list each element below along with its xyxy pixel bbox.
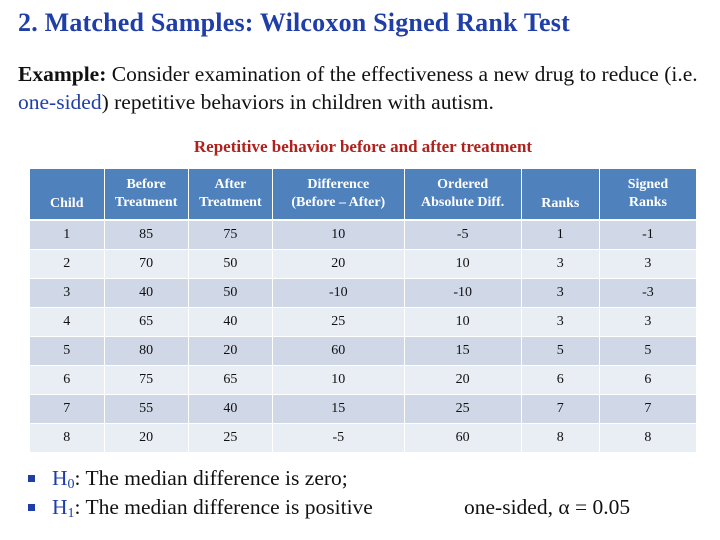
example-lead: Example: [18,62,107,86]
table-cell: 3 [521,307,600,337]
bullet-square-icon [28,504,35,511]
table-cell: 25 [404,394,522,424]
table-row: 6 75 65 10 20 6 6 [30,365,696,395]
table-cell: 65 [104,307,189,337]
table-cell: 70 [104,249,189,279]
hypothesis-symbol: H0 [52,466,75,492]
table-cell: 50 [188,278,274,308]
table-cell: -3 [599,278,696,308]
table-cell: 25 [188,423,274,453]
table-row: 5 80 20 60 15 5 5 [30,336,696,366]
table-row: 4 65 40 25 10 3 3 [30,307,696,337]
table-cell: 3 [521,249,600,279]
example-highlight: one-sided [18,90,102,114]
table-cell: 8 [30,423,105,453]
hypothesis-null: H0: The median difference is zero; [28,464,708,493]
table-cell: 3 [599,249,696,279]
table-cell: 6 [599,365,696,395]
table-cell: 10 [404,249,522,279]
table-row: 7 55 40 15 25 7 7 [30,394,696,424]
hypothesis-text: : The median difference is zero; [74,466,348,490]
column-header: Ordered Absolute Diff. [404,169,522,221]
table-cell: 1 [521,220,600,250]
example-text-part-1: Consider examination of the effectivenes… [106,62,698,86]
table-cell: 40 [104,278,189,308]
table-cell: -5 [404,220,522,250]
table-cell: 55 [104,394,189,424]
table-row: 2 70 50 20 10 3 3 [30,249,696,279]
table-cell: 20 [104,423,189,453]
table-cell: 40 [188,307,274,337]
table-cell: 3 [521,278,600,308]
table-cell: 7 [30,394,105,424]
hypothesis-symbol: H1 [52,495,75,521]
table-cell: 5 [599,336,696,366]
table-cell: 75 [188,220,274,250]
table-cell: 10 [272,220,405,250]
table-cell: 15 [272,394,405,424]
table-cell: -5 [272,423,405,453]
hypothesis-text: : The median difference is positive [74,495,373,519]
table-cell: 8 [599,423,696,453]
table-cell: -1 [599,220,696,250]
table-body: 1 85 75 10 -5 1 -1 2 70 50 20 10 3 3 3 40 50 -10 -10 3 -3 4 65… [30,220,696,453]
table-cell: 1 [30,220,105,250]
table-row: 8 20 25 -5 60 8 8 [30,423,696,453]
column-header: Child [30,169,105,221]
table-cell: 25 [272,307,405,337]
table-cell: 20 [404,365,522,395]
table-cell: 40 [188,394,274,424]
table-cell: 85 [104,220,189,250]
table-cell: 7 [599,394,696,424]
table-row: 1 85 75 10 -5 1 -1 [30,220,696,250]
table-cell: 75 [104,365,189,395]
table-cell: 8 [521,423,600,453]
table-cell: 20 [188,336,274,366]
table-caption: Repetitive behavior before and after tre… [193,137,533,156]
data-table: Child Before Treatment After Treatment Differ… [30,169,696,453]
table-cell: 5 [30,336,105,366]
table-header-row: Child Before Treatment After Treatment Differ… [30,169,696,221]
table-cell: 3 [30,278,105,308]
table-cell: 2 [30,249,105,279]
column-header: Before Treatment [104,169,189,221]
hypotheses-list: H0: The median difference is zero; H1: T… [28,464,708,522]
table-cell: 6 [30,365,105,395]
table-cell: 50 [188,249,274,279]
hypothesis-alternative: H1: The median difference is positive on… [28,493,708,522]
table-cell: 7 [521,394,600,424]
slide-title: 2. Matched Samples: Wilcoxon Signed Rank… [18,8,570,37]
column-header: Ranks [521,169,600,221]
table-cell: 3 [599,307,696,337]
bullet-square-icon [28,475,35,482]
table-cell: 15 [404,336,522,366]
table-cell: 4 [30,307,105,337]
column-header: Signed Ranks [599,169,696,221]
table-cell: 10 [404,307,522,337]
table-cell: 20 [272,249,405,279]
column-header: Difference (Before – After) [272,169,405,221]
table-cell: 10 [272,365,405,395]
table-cell: 60 [272,336,405,366]
table-cell: 6 [521,365,600,395]
table-cell: 80 [104,336,189,366]
example-paragraph: Example: Consider examination of the eff… [18,60,708,116]
table-cell: 60 [404,423,522,453]
table-cell: 65 [188,365,274,395]
example-text-part-2: ) repetitive behaviors in children with … [101,90,494,114]
significance-note: one-sided, α = 0.05 [464,495,631,519]
table-cell: -10 [272,278,405,308]
table-cell: 5 [521,336,600,366]
table-row: 3 40 50 -10 -10 3 -3 [30,278,696,308]
column-header: After Treatment [188,169,274,221]
table-cell: -10 [404,278,522,308]
